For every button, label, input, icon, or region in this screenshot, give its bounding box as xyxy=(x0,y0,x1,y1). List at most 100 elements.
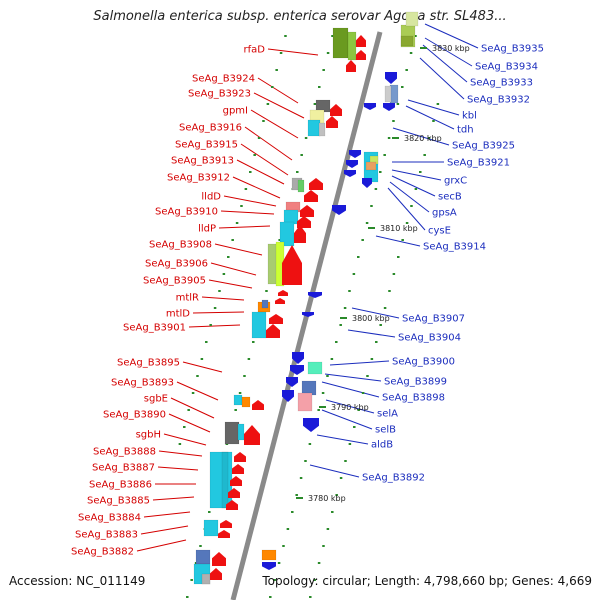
gene-label-seag_b3884[interactable]: SeAg_B3884 xyxy=(78,513,141,524)
gene-label-seag_b3923[interactable]: SeAg_B3923 xyxy=(188,89,251,100)
gene-block[interactable] xyxy=(201,573,211,585)
gene-label-seag_b3933[interactable]: SeAg_B3933 xyxy=(470,78,533,89)
gene-label-seag_b3916[interactable]: SeAg_B3916 xyxy=(179,123,242,134)
gene-arrow-forward[interactable] xyxy=(326,116,338,128)
gene-arrow-forward[interactable] xyxy=(210,568,222,580)
gene-arrow-forward[interactable] xyxy=(230,476,242,486)
gene-block[interactable] xyxy=(347,31,357,61)
gene-block[interactable] xyxy=(221,451,229,509)
gene-arrow-forward[interactable] xyxy=(234,452,246,462)
gene-label-seag_b3935[interactable]: SeAg_B3935 xyxy=(481,44,544,55)
gene-label-seag_b3921[interactable]: SeAg_B3921 xyxy=(447,158,510,169)
gene-arrow-forward[interactable] xyxy=(244,425,260,445)
gene-label-seag_b3887[interactable]: SeAg_B3887 xyxy=(92,463,155,474)
gene-label-seag_b3890[interactable]: SeAg_B3890 xyxy=(103,410,166,421)
gene-block[interactable] xyxy=(307,119,321,137)
gene-block[interactable] xyxy=(365,161,377,171)
gene-arrow-reverse[interactable] xyxy=(302,312,314,317)
gene-label-seag_b3883[interactable]: SeAg_B3883 xyxy=(75,530,138,541)
gene-label-kbl[interactable]: kbl xyxy=(462,111,477,122)
gene-label-seag_b3905[interactable]: SeAg_B3905 xyxy=(143,276,206,287)
gene-arrow-forward[interactable] xyxy=(275,298,285,304)
gene-arrow-forward[interactable] xyxy=(294,225,306,243)
gene-label-seag_b3899[interactable]: SeAg_B3899 xyxy=(384,377,447,388)
gene-block[interactable] xyxy=(261,299,269,309)
gene-label-seag_b3915[interactable]: SeAg_B3915 xyxy=(175,140,238,151)
gene-arrow-reverse[interactable] xyxy=(344,170,356,177)
gene-block[interactable] xyxy=(233,394,243,406)
gene-arrow-reverse[interactable] xyxy=(303,418,319,432)
gene-block[interactable] xyxy=(332,27,349,59)
gene-label-seag_b3908[interactable]: SeAg_B3908 xyxy=(149,240,212,251)
gene-label-grxc[interactable]: grxC xyxy=(444,176,467,187)
gene-label-seag_b3934[interactable]: SeAg_B3934 xyxy=(475,62,538,73)
gene-label-seag_b3907[interactable]: SeAg_B3907 xyxy=(402,314,465,325)
gene-arrow-forward[interactable] xyxy=(356,35,366,47)
gene-block[interactable] xyxy=(384,85,392,103)
gene-arrow-reverse[interactable] xyxy=(308,292,322,298)
gene-block[interactable] xyxy=(195,549,211,565)
gene-arrow-forward[interactable] xyxy=(218,530,230,538)
gene-block[interactable] xyxy=(241,396,251,408)
gene-label-seag_b3906[interactable]: SeAg_B3906 xyxy=(145,259,208,270)
gene-arrow-forward[interactable] xyxy=(346,60,356,72)
gene-label-mtld[interactable]: mtlD xyxy=(166,309,190,320)
gene-arrow-forward[interactable] xyxy=(300,205,314,217)
gene-arrow-reverse[interactable] xyxy=(383,103,395,111)
gene-label-seag_b3904[interactable]: SeAg_B3904 xyxy=(398,333,461,344)
gene-arrow-forward[interactable] xyxy=(269,314,283,324)
gene-label-aldb[interactable]: aldB xyxy=(371,440,393,451)
gene-label-rfad[interactable]: rfaD xyxy=(244,45,266,56)
gene-block[interactable] xyxy=(224,421,240,445)
gene-label-seag_b3898[interactable]: SeAg_B3898 xyxy=(382,393,445,404)
gene-label-tdh[interactable]: tdh xyxy=(457,125,474,136)
gene-arrow-forward[interactable] xyxy=(356,50,366,60)
gene-label-seag_b3924[interactable]: SeAg_B3924 xyxy=(192,74,255,85)
gene-label-seag_b3900[interactable]: SeAg_B3900 xyxy=(392,357,455,368)
gene-arrow-reverse[interactable] xyxy=(349,150,361,158)
gene-block[interactable] xyxy=(209,451,233,509)
gene-arrow-forward[interactable] xyxy=(220,520,232,528)
gene-arrow-reverse[interactable] xyxy=(332,205,346,215)
gene-block[interactable] xyxy=(297,179,305,193)
gene-label-seag_b3885[interactable]: SeAg_B3885 xyxy=(87,496,150,507)
gene-arrow-reverse[interactable] xyxy=(290,365,304,375)
gene-label-seag_b3932[interactable]: SeAg_B3932 xyxy=(467,95,530,106)
gene-arrow-forward[interactable] xyxy=(282,245,302,285)
gene-label-seag_b3888[interactable]: SeAg_B3888 xyxy=(93,447,156,458)
gene-label-seag_b3882[interactable]: SeAg_B3882 xyxy=(71,547,134,558)
gene-arrow-reverse[interactable] xyxy=(286,377,298,387)
gene-arrow-forward[interactable] xyxy=(212,552,226,566)
gene-arrow-reverse[interactable] xyxy=(364,103,376,110)
gene-block[interactable] xyxy=(318,122,326,137)
gene-label-seag_b3893[interactable]: SeAg_B3893 xyxy=(111,378,174,389)
gene-block[interactable] xyxy=(251,311,267,339)
gene-label-seag_b3892[interactable]: SeAg_B3892 xyxy=(362,473,425,484)
gene-block[interactable] xyxy=(297,392,313,412)
gene-label-seag_b3910[interactable]: SeAg_B3910 xyxy=(155,207,218,218)
gene-arrow-forward[interactable] xyxy=(232,464,244,474)
gene-arrow-reverse[interactable] xyxy=(292,352,304,364)
gene-label-seag_b3901[interactable]: SeAg_B3901 xyxy=(123,323,186,334)
gene-label-seag_b3913[interactable]: SeAg_B3913 xyxy=(171,156,234,167)
gene-label-seag_b3895[interactable]: SeAg_B3895 xyxy=(117,358,180,369)
gene-arrow-reverse[interactable] xyxy=(385,72,397,84)
gene-arrow-forward[interactable] xyxy=(278,290,288,296)
gene-arrow-reverse[interactable] xyxy=(362,178,372,188)
gene-label-sgbe[interactable]: sgbE xyxy=(144,394,168,405)
gene-block[interactable] xyxy=(307,361,323,375)
gene-label-sela[interactable]: selA xyxy=(377,409,398,420)
gene-label-gpmi[interactable]: gpmI xyxy=(223,106,248,117)
gene-arrow-forward[interactable] xyxy=(304,190,318,202)
gene-label-seag_b3914[interactable]: SeAg_B3914 xyxy=(423,242,486,253)
gene-label-secb[interactable]: secB xyxy=(438,192,462,203)
gene-block[interactable] xyxy=(400,35,414,47)
gene-label-mtlr[interactable]: mtlR xyxy=(176,293,199,304)
gene-label-seag_b3925[interactable]: SeAg_B3925 xyxy=(452,141,515,152)
gene-arrow-reverse[interactable] xyxy=(282,390,294,402)
gene-arrow-forward[interactable] xyxy=(330,104,342,116)
gene-arrow-forward[interactable] xyxy=(266,324,280,338)
gene-arrow-forward[interactable] xyxy=(226,500,238,510)
gene-label-sgbh[interactable]: sgbH xyxy=(136,430,161,441)
gene-label-gpsa[interactable]: gpsA xyxy=(432,208,457,219)
